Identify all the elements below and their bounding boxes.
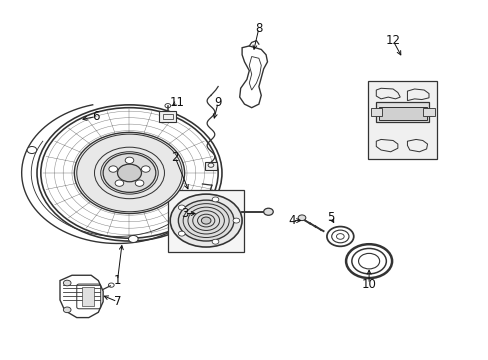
Circle shape <box>117 164 141 182</box>
Circle shape <box>63 280 71 286</box>
Text: 4: 4 <box>288 214 296 227</box>
Bar <box>378 107 426 120</box>
Text: 8: 8 <box>255 22 262 35</box>
Text: 1: 1 <box>114 274 121 287</box>
Circle shape <box>298 215 305 221</box>
Circle shape <box>115 180 123 186</box>
Circle shape <box>263 208 273 215</box>
Circle shape <box>178 231 185 236</box>
Text: 12: 12 <box>385 34 400 47</box>
Text: 11: 11 <box>169 96 184 109</box>
Text: 3: 3 <box>181 207 188 220</box>
Circle shape <box>212 239 219 244</box>
Text: 10: 10 <box>361 278 376 291</box>
Circle shape <box>135 180 143 186</box>
Bar <box>370 108 381 117</box>
Circle shape <box>170 194 242 247</box>
Text: 7: 7 <box>114 295 121 308</box>
Bar <box>367 81 436 159</box>
Circle shape <box>198 192 207 199</box>
Bar <box>159 111 176 122</box>
Text: 5: 5 <box>326 211 334 224</box>
Circle shape <box>178 200 233 241</box>
Circle shape <box>201 217 210 224</box>
Circle shape <box>109 166 117 172</box>
Text: 2: 2 <box>171 150 179 163</box>
Bar <box>423 108 434 117</box>
Bar <box>81 287 93 306</box>
Circle shape <box>74 132 184 213</box>
Circle shape <box>232 218 239 223</box>
Bar <box>167 189 244 252</box>
Text: 6: 6 <box>92 110 100 123</box>
Circle shape <box>178 205 185 210</box>
Bar <box>375 102 428 122</box>
Circle shape <box>77 134 182 212</box>
Circle shape <box>103 153 156 192</box>
Circle shape <box>27 147 37 154</box>
Circle shape <box>128 235 138 243</box>
Circle shape <box>141 166 150 172</box>
Circle shape <box>125 157 134 163</box>
Bar <box>163 114 173 119</box>
Circle shape <box>63 307 71 312</box>
Circle shape <box>212 197 219 202</box>
Bar <box>205 162 216 170</box>
Text: 9: 9 <box>214 96 222 109</box>
